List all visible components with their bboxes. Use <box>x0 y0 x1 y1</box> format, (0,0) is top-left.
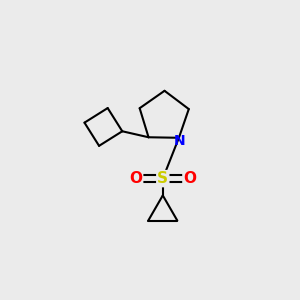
Text: S: S <box>157 171 168 186</box>
Text: O: O <box>183 171 196 186</box>
Text: O: O <box>129 171 142 186</box>
Text: N: N <box>174 134 186 148</box>
